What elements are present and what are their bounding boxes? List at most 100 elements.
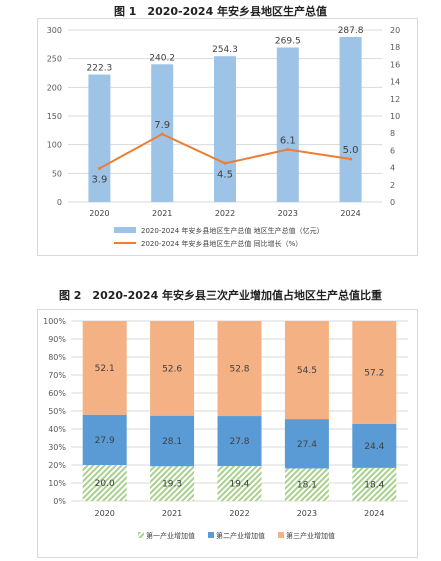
segment-tertiary-label: 52.6 bbox=[162, 364, 182, 374]
y-left-tick-label: 100 bbox=[47, 141, 62, 150]
segment-primary bbox=[352, 467, 397, 501]
chart2-svg: 0% 10% 20% 30% 40% 50% 60% 70% 80% 90% 100% 20.0 27.… bbox=[43, 317, 408, 540]
x-tick-label: 2023 bbox=[278, 209, 298, 218]
bar-gdp bbox=[339, 36, 362, 203]
bar-value-label: 269.5 bbox=[275, 36, 301, 46]
legend-label-2: 第三产业增加值 bbox=[286, 531, 335, 540]
chart2-panel: 0% 10% 20% 30% 40% 50% 60% 70% 80% 90% 100% 20.0 27.… bbox=[37, 309, 418, 558]
growth-value-label: 5.0 bbox=[343, 145, 359, 156]
legend-swatch-gdp bbox=[114, 227, 136, 233]
segment-primary bbox=[150, 466, 195, 501]
y-right-tick-label: 2 bbox=[390, 181, 395, 190]
segment-secondary-label: 27.9 bbox=[95, 436, 115, 446]
y-left-tick-label: 250 bbox=[47, 55, 62, 64]
bar-value-label: 254.3 bbox=[212, 45, 238, 55]
segment-primary-label: 18.4 bbox=[364, 480, 384, 490]
growth-point bbox=[286, 148, 290, 152]
segment-primary-label: 19.4 bbox=[229, 480, 249, 490]
x-tick-label: 2020 bbox=[95, 509, 115, 518]
legend-label-1: 第二产业增加值 bbox=[216, 531, 265, 540]
bar-gdp bbox=[214, 56, 236, 203]
y-tick-label: 60% bbox=[48, 389, 66, 398]
segment-tertiary bbox=[352, 321, 397, 424]
x-tick-label: 2021 bbox=[152, 209, 172, 218]
chart1-title: 图 1 2020-2024 年安乡县地区生产总值 bbox=[113, 5, 328, 18]
legend-label-gdp: 2020-2024 年安乡县地区生产总值 地区生产总值（亿元） bbox=[141, 226, 324, 235]
segment-secondary bbox=[352, 423, 397, 468]
segment-tertiary bbox=[284, 321, 329, 420]
growth-point bbox=[160, 132, 164, 136]
x-tick-label: 2022 bbox=[229, 509, 249, 518]
segment-tertiary bbox=[150, 321, 195, 416]
x-tick-label: 2021 bbox=[162, 509, 182, 518]
bar-value-label: 287.8 bbox=[338, 26, 364, 36]
segment-tertiary-label: 57.2 bbox=[364, 368, 384, 378]
y-tick-label: 80% bbox=[48, 353, 66, 362]
segment-primary-label: 20.0 bbox=[95, 479, 115, 489]
x-tick-label: 2022 bbox=[215, 209, 235, 218]
y-left-tick-label: 300 bbox=[47, 26, 62, 35]
legend-label-growth: 2020-2024 年安乡县地区生产总值 同比增长（%） bbox=[141, 239, 302, 248]
y-right-tick-label: 18 bbox=[390, 43, 400, 52]
segment-secondary-label: 27.8 bbox=[229, 437, 249, 447]
y-left-tick-label: 200 bbox=[47, 83, 62, 92]
x-tick-label: 2020 bbox=[89, 209, 109, 218]
y-tick-label: 70% bbox=[48, 371, 66, 380]
y-right-tick-label: 20 bbox=[390, 26, 400, 35]
y-left-tick-label: 50 bbox=[52, 169, 62, 178]
growth-point bbox=[97, 166, 101, 170]
growth-value-label: 3.9 bbox=[91, 174, 107, 185]
segment-primary-label: 19.3 bbox=[162, 480, 182, 490]
y-right-tick-label: 4 bbox=[390, 164, 395, 173]
segment-secondary bbox=[82, 414, 127, 465]
chart1-svg: 0 50 100 150 200 250 300 0 2 4 6 8 10 12 14 16 18 20 222.3… bbox=[47, 26, 400, 248]
y-tick-label: 30% bbox=[48, 443, 66, 452]
y-right-tick-label: 8 bbox=[390, 129, 395, 138]
segment-tertiary-label: 52.1 bbox=[95, 364, 115, 374]
segment-secondary-label: 27.4 bbox=[297, 440, 317, 450]
y-left-tick-label: 150 bbox=[47, 112, 62, 121]
bar-value-label: 240.2 bbox=[149, 53, 175, 63]
y-tick-label: 40% bbox=[48, 425, 66, 434]
chart2-title: 图 2 2020-2024 年安乡县三次产业增加值占地区生产总值比重 bbox=[58, 289, 383, 302]
segment-tertiary bbox=[82, 321, 127, 415]
y-tick-label: 10% bbox=[48, 479, 66, 488]
segment-primary-label: 18.1 bbox=[297, 481, 317, 491]
y-right-tick-label: 12 bbox=[390, 95, 400, 104]
growth-point bbox=[223, 161, 227, 165]
y-tick-label: 50% bbox=[48, 407, 66, 416]
chart2-legend: 第一产业增加值 第二产业增加值 第三产业增加值 bbox=[138, 531, 335, 540]
growth-value-label: 4.5 bbox=[217, 169, 233, 180]
segment-secondary bbox=[284, 419, 329, 469]
x-tick-label: 2024 bbox=[364, 509, 384, 518]
segment-primary bbox=[217, 466, 262, 501]
legend-swatch-1 bbox=[208, 532, 214, 538]
growth-point bbox=[349, 157, 353, 161]
x-tick-label: 2024 bbox=[340, 209, 360, 218]
bar-gdp bbox=[88, 74, 111, 202]
segment-secondary-label: 24.4 bbox=[364, 442, 384, 452]
chart1-panel: 0 50 100 150 200 250 300 0 2 4 6 8 10 12 14 16 18 20 222.3… bbox=[37, 18, 418, 256]
segment-tertiary-label: 54.5 bbox=[297, 366, 317, 376]
legend-swatch-0 bbox=[138, 532, 144, 538]
y-right-tick-label: 0 bbox=[390, 198, 395, 207]
y-right-tick-label: 16 bbox=[390, 60, 400, 69]
segment-primary bbox=[82, 465, 127, 501]
x-tick-label: 2023 bbox=[297, 509, 317, 518]
segment-secondary-label: 28.1 bbox=[162, 437, 182, 447]
y-tick-label: 100% bbox=[43, 317, 66, 326]
y-tick-label: 20% bbox=[48, 461, 66, 470]
y-left-tick-label: 0 bbox=[57, 198, 62, 207]
segment-primary bbox=[284, 468, 329, 501]
legend-label-0: 第一产业增加值 bbox=[146, 531, 195, 540]
growth-value-label: 7.9 bbox=[154, 120, 170, 131]
segment-secondary bbox=[150, 415, 195, 467]
segment-secondary bbox=[217, 416, 262, 467]
bar-value-label: 222.3 bbox=[87, 64, 113, 74]
y-tick-label: 90% bbox=[48, 335, 66, 344]
segment-tertiary-label: 52.8 bbox=[229, 365, 249, 375]
y-right-tick-label: 10 bbox=[390, 112, 400, 121]
y-right-tick-label: 6 bbox=[390, 146, 395, 155]
segment-tertiary bbox=[217, 321, 262, 417]
bar-gdp bbox=[276, 47, 299, 202]
